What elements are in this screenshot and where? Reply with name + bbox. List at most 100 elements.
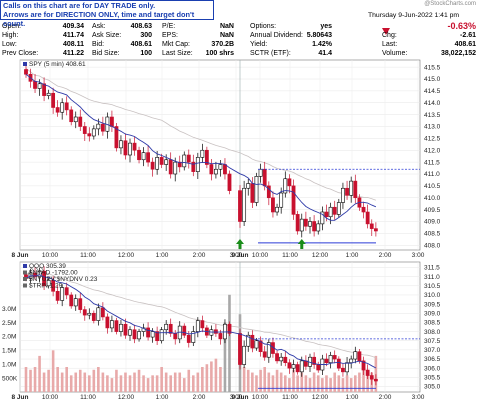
sctr-value: 41.4 [318,50,332,57]
volume-bar [228,294,231,392]
candle-body [349,180,354,196]
candle-body [100,307,105,318]
high-label: High: [2,32,19,39]
volume-bar [325,375,328,392]
volume-bar [160,367,163,392]
x-tick-label: 11:00 [282,394,298,401]
candle-body [345,362,349,373]
candle-body [146,327,150,338]
candle-body [275,206,279,213]
candle-body [150,161,155,170]
x-tick-label: 10:00 [252,394,269,401]
volume-tick-label: 500K [2,375,18,382]
candle-body [164,159,169,165]
volume-bar [97,367,100,392]
volume-bar [304,375,308,392]
x-tick-label: 1:00 [156,394,169,401]
last-size-label: Last Size: [162,50,193,57]
candle-body [155,331,160,342]
volume-bar [345,375,349,392]
candle-body [291,185,296,215]
volume-bar [214,358,218,392]
volume-bar [374,355,378,392]
candle-body [46,92,51,96]
candle-body [37,83,42,89]
candle-body [345,187,349,196]
volume-bar [255,375,258,392]
high-value: 411.74 [62,32,84,39]
candle-body [361,206,366,213]
volume-bar [246,369,250,392]
up-arrow-icon [297,239,306,249]
volume-bar [155,375,159,392]
bid-size-value: 100 [140,50,152,57]
volume-bar [78,369,82,392]
candle-body [55,107,60,113]
candle-body [182,325,187,336]
last-label: Last: [382,41,398,48]
candle-body [91,128,96,137]
candle-body [250,334,255,349]
volume-bar [178,372,182,392]
candle-body [341,367,345,373]
candle-body [64,102,69,111]
watermark: @StockCharts.com [424,1,476,7]
volume-bar [128,375,132,392]
candle-body [141,152,146,161]
candle-body [214,168,218,175]
candle-body [42,270,46,287]
quote-datetime: Thursday 9-Jun-2022 1:41 pm [368,12,460,19]
candle-body [51,92,56,108]
volume-bar [173,372,177,392]
candle-body [96,123,101,130]
candle-body [132,142,137,151]
candle-body [223,164,227,175]
candle-body [316,364,321,371]
candle-body [55,290,60,301]
y-tick-label: 409.5 [424,207,441,214]
chart-panel-0: 415.5 415.0 414.5 414.0 413.5 413.0 412.5 412.0… [12,59,441,259]
volume-bar [51,350,55,392]
candle-body [279,356,284,362]
eps-value: NaN [219,32,234,39]
volume-bar [169,375,172,392]
candle-body [51,280,56,292]
candle-body [287,178,292,187]
x-tick-label: 8 Jun [12,394,29,401]
volume-bar [24,367,28,392]
candle-body [141,327,146,332]
candle-body [191,331,196,343]
bid-label: Bid: [92,41,105,48]
x-tick-label: 11:00 [80,252,96,259]
volume-bar [133,372,136,392]
candle-body [291,364,296,369]
y-tick-label: 411.0 [424,171,440,178]
candle-body [271,197,275,213]
candle-body [186,334,191,343]
y-tick-label: 309.0 [424,310,441,317]
legend-label: SPY (5 min) 408.61 [29,61,86,68]
pe-value: NaN [219,23,234,30]
note-line-1: Calls on this chart are for DAY TRADE on… [3,1,156,10]
x-tick-label: 9 Jun [232,394,249,401]
volume-bar [65,367,68,392]
bid-value: 408.61 [130,41,152,48]
volume-bar [242,367,246,392]
y-tick-label: 413.0 [424,124,441,131]
candle-body [64,287,69,296]
volume-bar [106,375,109,392]
volume-bar [358,372,361,392]
y-tick-label: 310.5 [424,283,441,290]
y-tick-label: 311.0 [424,274,440,281]
candle-body [123,323,128,336]
legend-label: $NYAD -1792.00 [29,270,78,277]
candle-body [177,161,182,168]
x-tick-label: 12:00 [312,252,329,259]
y-tick-label: 414.0 [424,100,441,107]
candle-body [246,183,251,189]
volume-bar [271,375,275,392]
volume-bar [321,378,324,392]
candle-body [258,340,263,353]
y-tick-label: 305.5 [424,375,441,382]
candle-body [87,133,92,137]
